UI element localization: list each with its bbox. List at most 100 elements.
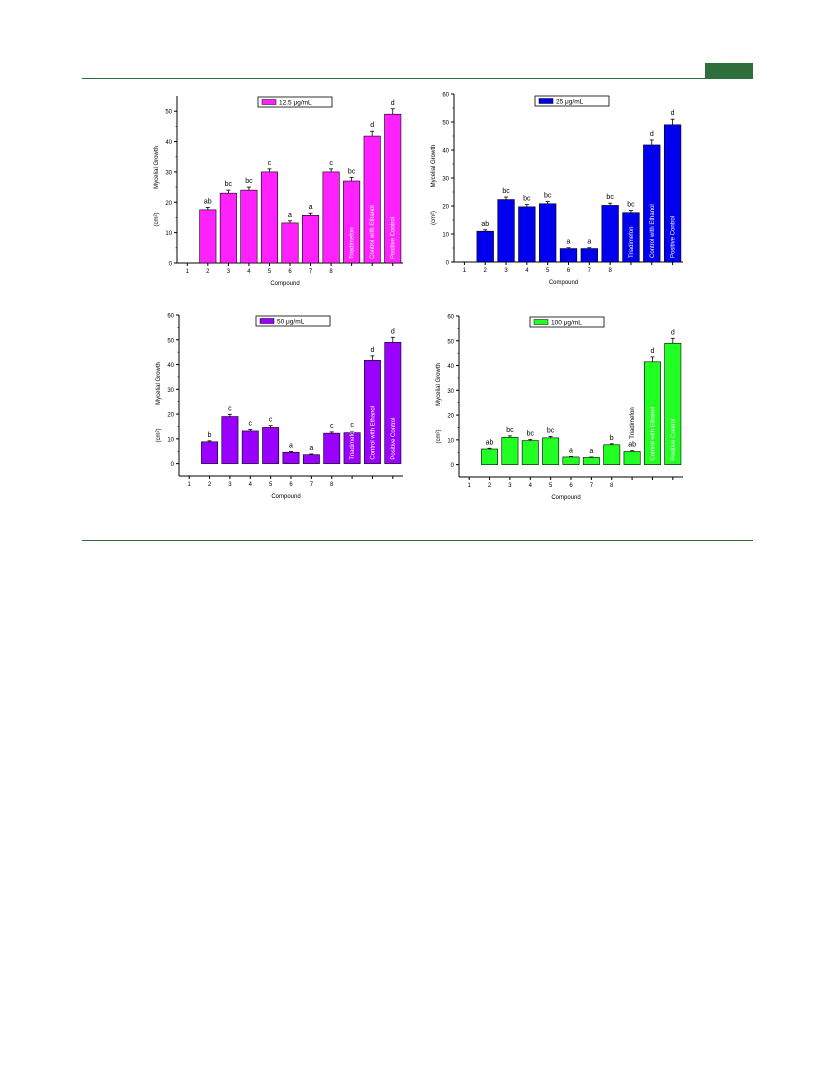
significance-letter: a [288,212,292,219]
bar-5 [260,171,278,264]
y-tick-label: 50 [167,338,174,344]
significance-letter: c [249,420,253,427]
significance-letter: c [228,405,232,412]
y-tick-label: 20 [442,205,449,211]
x-tick-label: 7 [309,269,313,275]
x-tick-label: 2 [488,483,492,489]
header-rule [82,78,753,79]
x-tick-label: 1 [463,268,467,274]
y-axis-title: Mycelial Growth [436,363,442,406]
bar-inner-label: Positive Control [391,418,397,460]
significance-letter: d [371,347,375,354]
significance-letter: c [329,160,333,167]
y-tick-label: 60 [447,315,454,321]
bar-7 [302,454,320,464]
bar-7 [580,248,598,263]
significance-letter: a [309,204,313,211]
legend-label: 25 μg/mL [556,99,584,106]
y-axis-unit: (cm²) [436,430,442,444]
bar-5 [262,427,280,464]
bar-triadimefon [623,451,641,465]
y-axis-unit: (cm²) [154,213,160,227]
x-tick-label: 6 [289,482,293,488]
significance-letter: ab [204,198,212,205]
x-tick-label: 3 [504,268,508,274]
significance-letter: a [589,448,593,455]
x-tick-label: 5 [549,483,553,489]
y-axis-title: Mycelial Growth [156,362,162,405]
bar-7 [302,215,320,264]
y-axis-title: Mycelial Growth [154,146,160,189]
bar-7 [582,457,600,465]
y-tick-label: 30 [447,389,454,395]
significance-letter: d [370,122,374,129]
bar-3 [497,199,515,263]
x-tick-label: 1 [186,269,190,275]
significance-letter: d [650,131,654,138]
bar-inner-label: Positive Control [671,419,677,461]
x-tick-label: 4 [249,482,253,488]
significance-letter: d [671,329,675,336]
y-tick-label: 60 [442,93,449,99]
y-tick-label: 50 [442,121,449,127]
bar-4 [521,440,539,465]
legend-label: 100 μg/mL [551,320,582,327]
bar-above-label: Triadimefon [630,407,636,438]
x-tick-label: 2 [484,268,488,274]
significance-letter: c [350,422,354,429]
significance-letter: ab [628,442,636,449]
legend-box [534,95,610,107]
x-tick-label: 5 [546,268,550,274]
chart-4: 0 10 20 30 40 50 60 1 2 3 4 5 6 7 8 Mycelial Growth (cm²… [436,315,683,501]
x-axis-title: Compound [270,281,299,287]
significance-letter: b [208,432,212,439]
x-tick-label: 1 [468,483,472,489]
significance-letter: bc [225,181,233,188]
significance-letter: bc [627,201,635,208]
x-tick-label: 2 [208,482,212,488]
y-tick-label: 60 [167,314,174,320]
legend-swatch [538,98,554,104]
x-tick-label: 2 [206,269,210,275]
significance-letter: bc [245,178,253,185]
significance-letter: a [567,239,571,246]
y-tick-label: 0 [169,262,173,268]
x-tick-label: 6 [569,483,573,489]
significance-letter: b [610,435,614,442]
y-tick-label: 40 [165,140,172,146]
bar-2 [201,441,218,464]
x-tick-label: 8 [608,268,612,274]
legend-label: 50 μg/mL [277,319,305,326]
significance-letter: a [569,447,573,454]
bar-6 [281,222,299,264]
legend: 12.5 μg/mL [257,96,333,108]
significance-letter: bc [606,194,614,201]
bar-inner-label: Control with Ethanol [650,204,656,258]
bar-2 [476,230,494,263]
significance-letter: d [671,110,675,117]
bar-3 [221,416,239,464]
bar-inner-label: Positive Control [671,216,677,258]
bar-8 [601,205,619,263]
bar-5 [539,203,557,263]
y-tick-label: 50 [165,110,172,116]
significance-letter: bc [523,196,531,203]
significance-letter: d [651,348,655,355]
x-tick-label: 1 [188,482,192,488]
bar-8 [603,444,621,465]
bar-2 [199,209,217,264]
y-tick-label: 40 [442,149,449,155]
legend-swatch [533,319,549,325]
x-tick-label: 7 [310,482,314,488]
y-tick-label: 40 [167,363,174,369]
bar-6 [559,248,578,263]
x-axis-title: Compound [271,494,300,500]
significance-letter: ab [481,221,489,228]
bar-8 [322,171,340,264]
x-axis-title: Compound [549,280,578,286]
y-tick-label: 0 [451,463,455,469]
bar-inner-label: Triadimefon [350,428,356,459]
y-axis-unit: (cm²) [156,429,162,443]
x-tick-label: 3 [228,482,232,488]
y-tick-label: 0 [171,462,175,468]
